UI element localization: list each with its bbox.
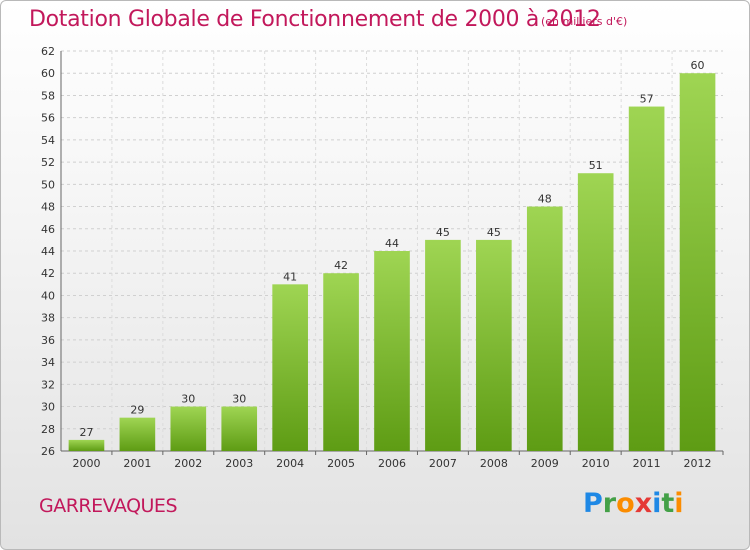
bar-2003: [221, 406, 258, 451]
y-tick-label: 28: [41, 423, 55, 436]
brand-letter: o: [616, 488, 635, 519]
bar-value-label: 45: [487, 226, 501, 239]
x-tick-label: 2002: [174, 457, 202, 470]
y-tick-label: 32: [41, 378, 55, 391]
y-tick-label: 54: [41, 134, 55, 147]
chart-subtitle: (en milliers d'€): [541, 15, 628, 28]
bar-2008: [476, 239, 512, 451]
bar-2006: [374, 251, 410, 451]
y-tick-label: 62: [41, 45, 55, 58]
y-tick-label: 50: [41, 178, 55, 191]
y-tick-label: 44: [41, 245, 55, 258]
y-tick-label: 40: [41, 289, 55, 302]
y-tick-label: 38: [41, 312, 55, 325]
brand-letter: x: [634, 488, 653, 519]
bar-value-label: 44: [385, 237, 399, 250]
bar-2007: [425, 239, 461, 451]
y-tick-label: 36: [41, 334, 55, 347]
x-tick-label: 2008: [480, 457, 508, 470]
x-tick-label: 2004: [276, 457, 304, 470]
bar-value-label: 30: [181, 393, 195, 406]
brand-letter: i: [652, 488, 662, 519]
chart-title: Dotation Globale de Fonctionnement de 20…: [29, 7, 601, 32]
bars: [68, 73, 716, 452]
bar-2009: [526, 206, 563, 451]
x-tick-label: 2007: [429, 457, 457, 470]
bar-value-label: 45: [436, 226, 450, 239]
y-tick-label: 58: [41, 89, 55, 102]
bar-2001: [119, 417, 156, 451]
y-tick-label: 34: [41, 356, 55, 369]
bar-value-label: 48: [538, 193, 552, 206]
y-tick-label: 48: [41, 201, 55, 214]
x-tick-label: 2000: [72, 457, 100, 470]
bar-value-label: 27: [79, 426, 93, 439]
bar-2004: [272, 284, 308, 451]
brand-letter: P: [583, 488, 603, 519]
bar-2000: [68, 439, 105, 451]
bar-2010: [577, 173, 614, 451]
value-labels: 27 29 30 30 41 42 44 45 45 48 51 57 60: [79, 59, 704, 439]
axes: 26 28 30 32 34 36 38 40 42 44 46 48 50 52 54 56 58 60 62 20…: [41, 45, 724, 470]
x-tick-label: 2001: [123, 457, 151, 470]
bar-value-label: 41: [283, 270, 297, 283]
brand-letter: i: [674, 488, 684, 519]
x-tick-label: 2006: [378, 457, 406, 470]
y-tick-label: 56: [41, 112, 55, 125]
x-tick-label: 2009: [531, 457, 559, 470]
bar-2012: [679, 73, 716, 451]
x-tick-label: 2003: [225, 457, 253, 470]
bar-value-label: 57: [640, 93, 654, 106]
proxiti-logo[interactable]: Proxiti: [583, 488, 684, 519]
x-tick-label: 2005: [327, 457, 355, 470]
brand-letter: t: [661, 488, 675, 519]
bar-2005: [323, 273, 359, 451]
brand-letter: r: [602, 488, 617, 519]
bar-value-label: 42: [334, 259, 348, 272]
bar-value-label: 30: [232, 393, 246, 406]
bar-2011: [628, 106, 665, 452]
x-tick-label: 2012: [684, 457, 712, 470]
bar-value-label: 51: [589, 159, 603, 172]
y-tick-label: 60: [41, 67, 55, 80]
commune-name: GARREVAQUES: [39, 495, 178, 517]
bar-value-label: 29: [130, 404, 144, 417]
y-tick-label: 46: [41, 223, 55, 236]
y-tick-label: 52: [41, 156, 55, 169]
bar-2002: [170, 406, 207, 451]
y-tick-label: 26: [41, 445, 55, 458]
x-tick-label: 2010: [582, 457, 610, 470]
x-tick-label: 2011: [633, 457, 661, 470]
bar-value-label: 60: [691, 59, 705, 72]
y-tick-label: 42: [41, 267, 55, 280]
y-tick-label: 30: [41, 401, 55, 414]
